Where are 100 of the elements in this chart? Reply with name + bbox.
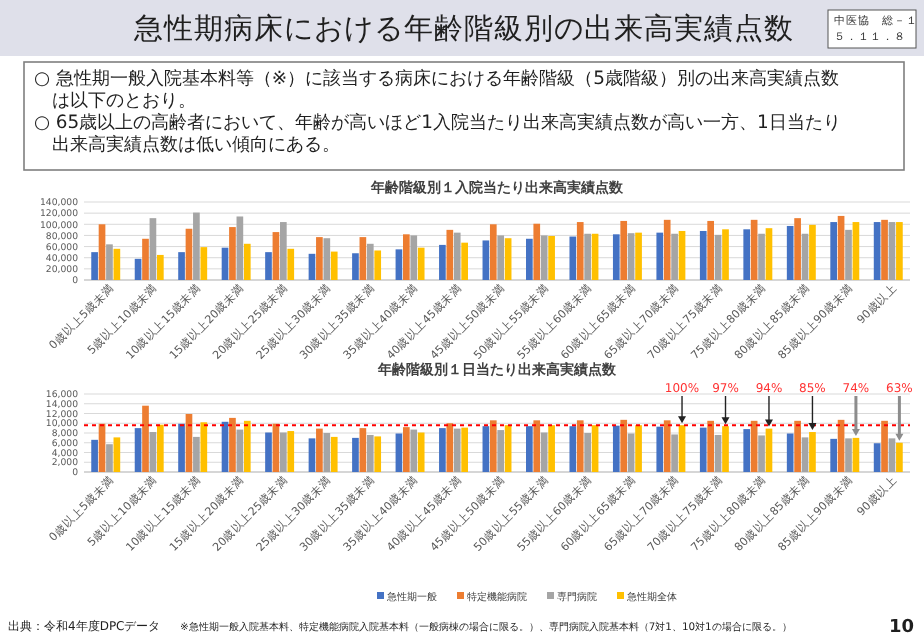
bar: [482, 240, 490, 280]
bar: [678, 230, 686, 280]
bar: [635, 425, 642, 472]
bar: [308, 438, 316, 472]
bar: [699, 427, 707, 472]
bar: [526, 426, 533, 472]
bar: [142, 238, 149, 280]
bar: [330, 436, 338, 472]
bar: [134, 428, 142, 472]
bar: [845, 438, 852, 472]
bar: [113, 437, 121, 472]
bar: [852, 222, 860, 280]
bar: [352, 253, 359, 280]
bar: [439, 428, 446, 472]
text: ○ 65歳以上の高齢者において、年齢が高いほど1入院当たり出来高実績点数が高い一方、1日当たり出来高実績点数は低い傾向にある。: [34, 112, 841, 156]
bar: [446, 229, 454, 280]
bar: [786, 433, 794, 472]
bar: [178, 252, 185, 280]
bar: [359, 428, 367, 472]
bar: [881, 219, 888, 280]
bar: [533, 223, 541, 280]
bar: [157, 424, 164, 472]
bar: [707, 420, 714, 472]
bar: [656, 426, 664, 472]
bar: [758, 435, 765, 472]
bar: [453, 232, 461, 280]
bar: [352, 437, 359, 472]
bar: [149, 218, 157, 280]
bar: [359, 237, 367, 280]
bar: [699, 230, 707, 280]
bar: [395, 249, 403, 280]
bar: [395, 433, 403, 472]
bar: [714, 234, 722, 280]
bar: [236, 216, 244, 280]
bar: [714, 434, 722, 472]
bar: [750, 219, 758, 280]
text: 10: [888, 618, 914, 638]
bar: [403, 234, 410, 280]
bar: [873, 222, 881, 280]
bar: [417, 432, 425, 472]
bar: [200, 422, 208, 472]
bar: [671, 434, 678, 472]
bar: [106, 444, 113, 472]
bar: [316, 237, 323, 280]
bar: [663, 219, 671, 280]
bar: [765, 228, 773, 280]
text: ○ 急性期一般入院基本料等（※）に該当する病床における年齢階級（5歳階級）別の出来高実績点数は以下のとおり。: [34, 68, 839, 112]
bar: [229, 227, 236, 280]
bar: [584, 233, 591, 280]
bar: [410, 429, 418, 472]
bar: [91, 439, 98, 472]
bar: [280, 432, 287, 472]
bar: [663, 420, 671, 472]
bar: [809, 224, 816, 280]
bar: [417, 247, 425, 280]
bar: [265, 252, 272, 280]
bar: [881, 420, 888, 472]
bar: [366, 434, 374, 472]
bar: [193, 436, 200, 472]
bar: [91, 252, 98, 280]
bar: [374, 436, 382, 472]
bar: [157, 254, 164, 280]
bar: [830, 222, 837, 280]
bar: [786, 225, 794, 280]
bar: [612, 234, 620, 280]
bar: [830, 438, 837, 472]
bar: [504, 238, 512, 280]
bar: [366, 243, 374, 280]
bar: [410, 235, 418, 280]
bar: [635, 232, 642, 280]
bar: [758, 233, 765, 280]
bar: [576, 222, 584, 280]
bar: [743, 429, 751, 472]
bar: [482, 426, 490, 472]
bar: [540, 235, 548, 280]
bar: [330, 251, 338, 280]
bar: [446, 423, 454, 472]
text: 急性期病床における年齢階級別の出来高実績点数: [132, 12, 794, 46]
bar: [229, 417, 236, 472]
bar: [106, 244, 113, 280]
bar: [656, 232, 664, 280]
bar: [489, 420, 497, 472]
bar: [584, 433, 591, 472]
bar: [497, 235, 505, 280]
bar: [620, 419, 628, 472]
bar: [287, 431, 295, 472]
bar: [540, 432, 548, 472]
bar: [287, 248, 295, 280]
bar: [316, 428, 323, 472]
bar: [671, 233, 678, 280]
bar: [569, 426, 577, 472]
bar: [526, 238, 533, 280]
bar: [888, 222, 896, 280]
bar: [323, 238, 331, 280]
bar: [265, 432, 272, 472]
bar: [722, 229, 729, 280]
bar: [374, 250, 382, 280]
bar: [193, 212, 200, 280]
bar: [627, 233, 635, 280]
bar: [612, 425, 620, 472]
